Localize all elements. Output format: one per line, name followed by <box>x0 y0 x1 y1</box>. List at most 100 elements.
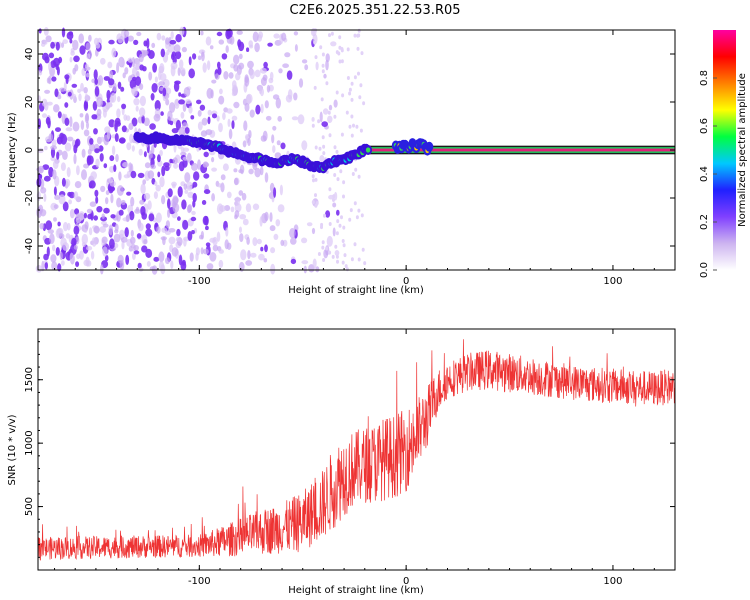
noise-blob <box>188 56 192 66</box>
noise-blob <box>356 46 360 51</box>
noise-blob <box>294 44 298 52</box>
noise-blob <box>123 174 130 179</box>
noise-blob <box>161 195 166 205</box>
noise-blob <box>167 188 173 198</box>
noise-blob <box>217 61 221 69</box>
noise-blob <box>284 52 291 58</box>
noise-blob <box>205 225 209 231</box>
noise-blob <box>138 222 144 232</box>
noise-blob <box>116 197 122 208</box>
noise-blob <box>110 214 116 219</box>
noise-blob <box>83 100 89 112</box>
noise-blob <box>154 100 161 111</box>
noise-blob <box>48 75 52 85</box>
noise-blob <box>111 145 116 156</box>
noise-blob <box>332 227 336 237</box>
noise-blob <box>245 260 253 266</box>
noise-blob <box>100 264 104 275</box>
noise-blob <box>323 73 327 79</box>
noise-blob <box>293 92 298 101</box>
noise-blob <box>304 64 309 71</box>
noise-blob <box>89 180 96 189</box>
noise-blob <box>354 167 358 172</box>
noise-blob <box>334 250 340 256</box>
noise-blob <box>167 198 171 209</box>
noise-blob <box>130 229 134 237</box>
noise-blob <box>62 150 68 160</box>
noise-blob <box>321 63 325 68</box>
noise-blob <box>65 127 73 132</box>
noise-blob <box>162 87 167 97</box>
noise-blob <box>333 114 337 119</box>
noise-blob <box>50 254 57 263</box>
noise-blob <box>181 199 187 210</box>
figure-title: C2E6.2025.351.22.53.R05 <box>289 3 460 18</box>
noise-blob <box>272 125 277 131</box>
noise-blob <box>328 33 331 38</box>
carrier-band-core <box>364 148 675 152</box>
noise-blob <box>122 72 126 79</box>
noise-blob <box>52 160 59 170</box>
noise-blob <box>84 113 89 124</box>
noise-blob <box>165 220 170 229</box>
noise-blob <box>359 128 363 133</box>
noise-blob <box>175 34 182 43</box>
noise-blob <box>67 191 72 197</box>
noise-blob <box>190 115 195 120</box>
snr-series <box>37 339 676 561</box>
noise-blob <box>177 216 181 221</box>
noise-blob <box>179 59 184 69</box>
noise-blob <box>362 101 366 106</box>
noise-blob <box>230 206 235 213</box>
noise-blob <box>128 122 134 130</box>
noise-blob <box>313 40 317 45</box>
noise-blob <box>141 114 145 124</box>
noise-blob <box>79 113 84 118</box>
noise-blob <box>180 111 185 119</box>
noise-blob <box>117 36 124 44</box>
noise-blob <box>113 233 121 243</box>
trace-core <box>365 147 371 153</box>
noise-blob <box>143 117 150 127</box>
noise-blob <box>228 128 233 140</box>
noise-blob <box>322 151 326 156</box>
noise-blob <box>291 116 299 121</box>
noise-blob <box>99 226 106 233</box>
noise-blob <box>338 223 342 228</box>
noise-blob <box>145 228 153 237</box>
noise-blob <box>301 59 308 64</box>
noise-blob <box>70 209 74 219</box>
noise-blob <box>269 212 273 223</box>
noise-blob <box>129 210 135 221</box>
noise-blob <box>225 45 229 53</box>
noise-blob <box>183 183 188 190</box>
spectrogram-y-axis: -40 -20 0 20 40 <box>24 29 675 271</box>
noise-blob <box>248 168 254 175</box>
noise-blob <box>202 161 209 168</box>
noise-blob <box>83 129 90 137</box>
noise-blob <box>264 211 269 222</box>
noise-blob <box>131 145 135 152</box>
noise-blob <box>164 165 170 172</box>
noise-blob <box>159 176 165 188</box>
noise-blob <box>160 236 167 241</box>
noise-blob <box>112 82 117 92</box>
noise-blob <box>238 53 243 60</box>
noise-blob <box>205 242 211 247</box>
noise-blob <box>165 98 170 106</box>
noise-blob <box>114 122 118 133</box>
noise-blob <box>233 177 239 186</box>
noise-blob <box>216 203 224 215</box>
noise-blob <box>75 138 81 147</box>
noise-blob <box>258 31 264 39</box>
noise-blob <box>43 175 51 182</box>
noise-blob <box>147 170 155 179</box>
noise-blob <box>114 117 121 125</box>
noise-blob <box>73 55 80 63</box>
noise-blob <box>211 167 218 172</box>
noise-blob <box>183 87 191 97</box>
noise-blob <box>216 231 221 242</box>
noise-blob <box>340 59 344 64</box>
noise-blob <box>153 256 160 262</box>
y-tick-label: 1000 <box>24 430 35 455</box>
